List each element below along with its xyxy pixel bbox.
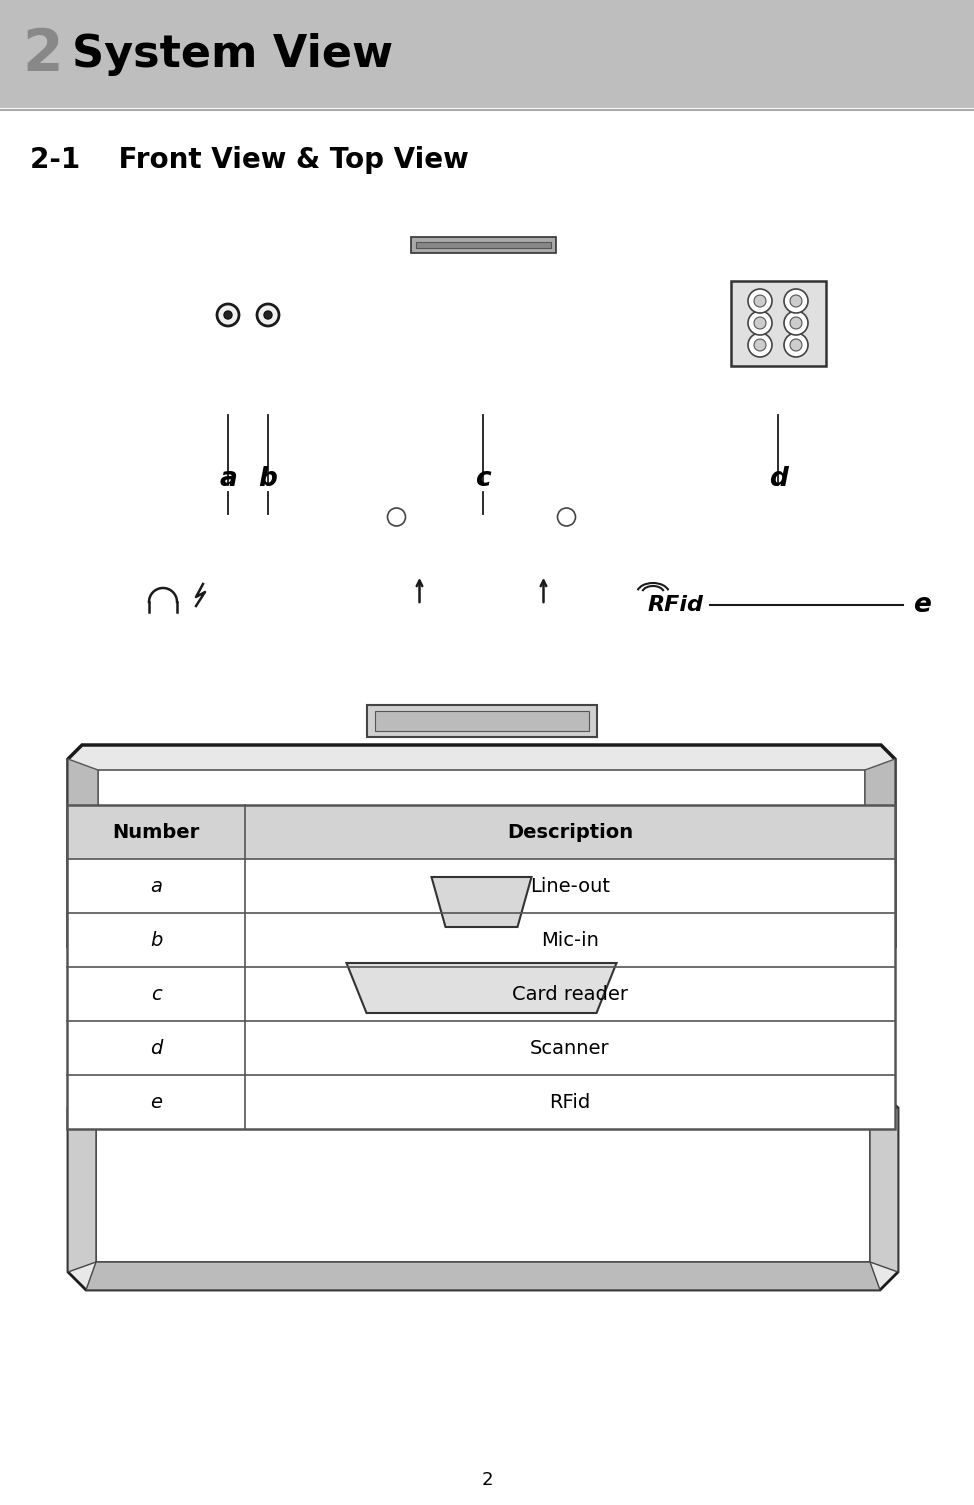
Polygon shape — [68, 1090, 898, 1290]
Circle shape — [217, 304, 239, 327]
Text: d: d — [150, 1038, 163, 1058]
Text: System View: System View — [72, 33, 393, 75]
Circle shape — [748, 312, 772, 336]
Bar — [374, 710, 588, 731]
Bar — [416, 242, 550, 248]
Polygon shape — [870, 1108, 898, 1272]
Text: e: e — [913, 591, 931, 619]
Circle shape — [754, 295, 766, 307]
Text: 2: 2 — [22, 26, 62, 83]
Circle shape — [784, 312, 808, 336]
Text: RFid: RFid — [549, 1093, 590, 1112]
Bar — [67, 805, 895, 859]
Circle shape — [790, 339, 802, 351]
Text: RFid: RFid — [648, 594, 704, 616]
Circle shape — [748, 333, 772, 357]
Bar — [366, 704, 596, 737]
Polygon shape — [431, 877, 532, 927]
Text: a: a — [219, 467, 237, 492]
Text: c: c — [151, 984, 162, 1004]
Text: b: b — [150, 930, 163, 950]
Circle shape — [264, 312, 272, 319]
Circle shape — [790, 318, 802, 330]
Polygon shape — [68, 1108, 96, 1272]
Text: Card reader: Card reader — [512, 984, 628, 1004]
Bar — [67, 1020, 895, 1075]
Text: b: b — [258, 467, 278, 492]
Bar — [67, 968, 895, 1020]
Bar — [730, 280, 826, 366]
Circle shape — [754, 339, 766, 351]
Text: 2-1    Front View & Top View: 2-1 Front View & Top View — [30, 146, 468, 175]
Bar — [67, 1075, 895, 1129]
Polygon shape — [96, 1118, 870, 1263]
Text: Number: Number — [112, 823, 200, 841]
Circle shape — [790, 295, 802, 307]
Circle shape — [557, 509, 576, 527]
Polygon shape — [98, 771, 865, 950]
Text: Mic-in: Mic-in — [542, 930, 599, 950]
Text: c: c — [475, 467, 491, 492]
Bar — [67, 859, 895, 914]
Circle shape — [748, 289, 772, 313]
Bar — [67, 914, 895, 968]
Circle shape — [257, 304, 279, 327]
Circle shape — [754, 318, 766, 330]
Polygon shape — [86, 1263, 880, 1290]
Circle shape — [784, 289, 808, 313]
Circle shape — [388, 509, 405, 527]
Text: e: e — [150, 1093, 162, 1112]
Text: Description: Description — [506, 823, 633, 841]
Polygon shape — [68, 745, 895, 975]
Text: Line-out: Line-out — [530, 876, 610, 895]
Text: a: a — [150, 876, 162, 895]
Text: Scanner: Scanner — [530, 1038, 610, 1058]
Circle shape — [784, 333, 808, 357]
Bar — [67, 805, 895, 1129]
Polygon shape — [347, 963, 617, 1013]
Circle shape — [224, 312, 232, 319]
Polygon shape — [865, 759, 895, 950]
Polygon shape — [68, 759, 98, 950]
Text: d: d — [768, 467, 787, 492]
Bar — [0, 0, 974, 108]
Bar — [410, 236, 555, 253]
Text: 2: 2 — [481, 1470, 493, 1488]
